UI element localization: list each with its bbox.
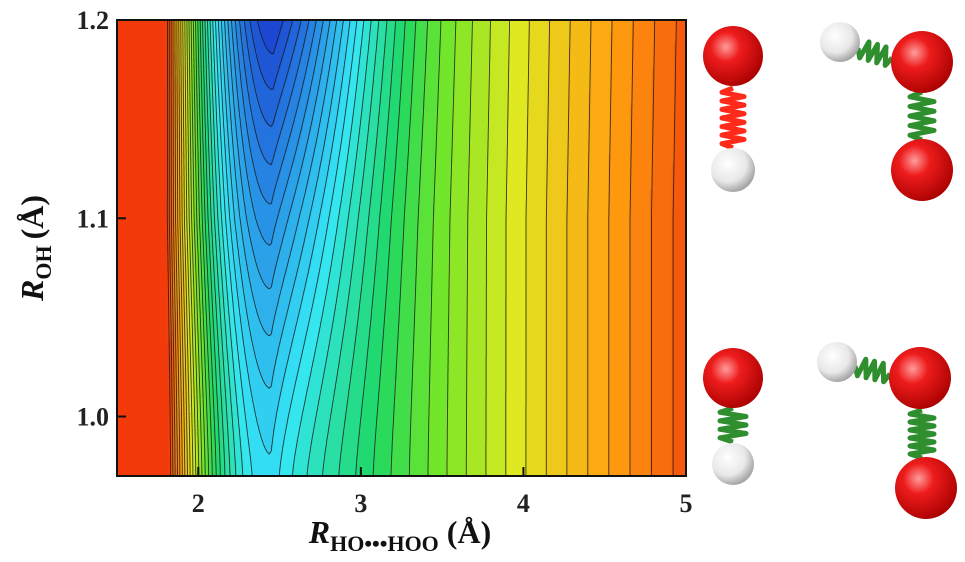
hydrogen-atom bbox=[817, 342, 857, 382]
oxygen-atom bbox=[703, 348, 763, 408]
y-axis-unit: (Å) bbox=[14, 195, 50, 239]
oxygen-atom bbox=[891, 139, 953, 201]
oxygen-atom bbox=[895, 457, 957, 519]
x-tick-label: 5 bbox=[680, 489, 693, 518]
oo-bond-spring bbox=[907, 89, 937, 143]
oh-bond-spring bbox=[719, 85, 747, 151]
oo-bond-spring bbox=[907, 407, 937, 461]
x-axis-ticks: 2 3 4 5 bbox=[192, 467, 693, 518]
ho-bond-spring bbox=[852, 356, 892, 385]
y-axis-subscript: OH bbox=[31, 245, 56, 279]
svg-text:RHO•••HOO(Å): RHO•••HOO (Å) bbox=[308, 514, 491, 556]
energy-heatmap bbox=[117, 20, 686, 476]
svg-text:ROH(Å): ROH (Å) bbox=[14, 195, 56, 302]
hydrogen-atom bbox=[712, 443, 754, 485]
contour-plot bbox=[117, 20, 686, 476]
x-tick-label: 2 bbox=[192, 489, 205, 518]
plot-frame bbox=[116, 19, 687, 477]
oxygen-atom bbox=[703, 26, 763, 86]
y-tick-label: 1.0 bbox=[77, 403, 110, 432]
x-axis-label: RHO•••HOO (Å) bbox=[308, 514, 491, 556]
y-axis-symbol: R bbox=[14, 280, 50, 302]
oh-bond-spring bbox=[717, 405, 749, 445]
x-axis-subscript: HO•••HOO bbox=[330, 531, 439, 556]
ho-bond-spring bbox=[855, 39, 894, 68]
x-axis-symbol: R bbox=[308, 514, 330, 550]
y-tick-label: 1.1 bbox=[77, 204, 110, 233]
y-axis-ticks: 1.0 1.1 1.2 bbox=[77, 6, 126, 432]
oxygen-atom bbox=[891, 31, 953, 93]
hydrogen-atom bbox=[820, 22, 860, 62]
x-tick-label: 3 bbox=[354, 489, 367, 518]
x-tick-label: 4 bbox=[517, 489, 530, 518]
oxygen-atom bbox=[889, 347, 951, 409]
hydrogen-atom bbox=[711, 148, 755, 192]
x-axis-unit: (Å) bbox=[447, 514, 491, 550]
y-tick-label: 1.2 bbox=[77, 6, 110, 35]
molecule-illustrations bbox=[703, 22, 957, 519]
y-axis-label: ROH (Å) bbox=[14, 195, 56, 302]
